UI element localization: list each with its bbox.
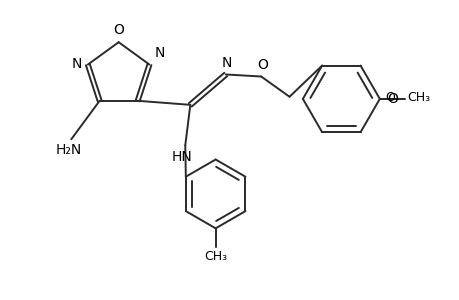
Text: HN: HN [172,150,192,164]
Text: CH₃: CH₃ [204,250,227,262]
Text: O: O [256,58,267,73]
Text: N: N [155,46,165,60]
Text: O: O [113,22,124,37]
Text: H₂N: H₂N [56,143,82,157]
Text: O: O [386,92,397,106]
Text: CH₃: CH₃ [406,92,429,104]
Text: N: N [72,57,82,70]
Text: O: O [384,92,394,104]
Text: N: N [221,56,231,70]
